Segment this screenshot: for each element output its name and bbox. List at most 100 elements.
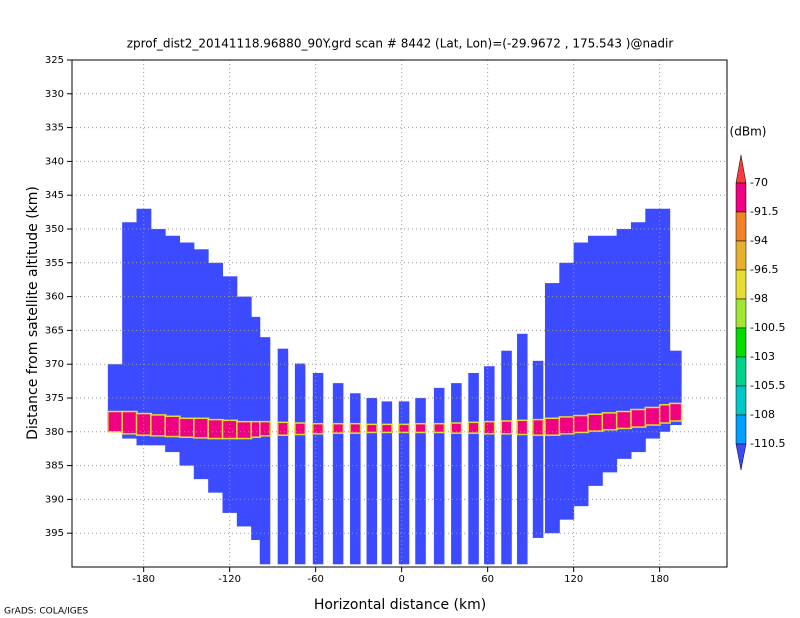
y-tick-label: 345 [45, 190, 64, 201]
echo-column [222, 276, 238, 513]
colorbar-label: -103 [750, 350, 775, 363]
surface-echo [558, 416, 575, 435]
echo-column [587, 235, 603, 486]
surface-echo [467, 421, 480, 434]
surface-echo [398, 423, 411, 434]
x-tick-label: 180 [650, 574, 669, 585]
echo-column [484, 366, 495, 565]
echo-column [468, 372, 479, 565]
echo-column [350, 393, 361, 565]
echo-column [208, 262, 223, 493]
echo-column [332, 383, 344, 565]
colorbar-bottom [735, 443, 747, 471]
y-tick-label: 355 [45, 258, 64, 269]
colorbar-label: -108 [750, 408, 775, 421]
echo-column [630, 222, 646, 453]
colorbar-label: -110.5 [750, 437, 785, 450]
echo-column [259, 337, 271, 565]
echo-column [136, 208, 152, 446]
echo-column [659, 208, 671, 432]
surface-echo [221, 419, 239, 440]
surface-echo [414, 422, 427, 434]
surface-echo [207, 418, 224, 440]
x-axis-label: Horizontal distance (km) [314, 597, 486, 613]
plot-frame [71, 59, 728, 568]
echo-column [277, 348, 289, 565]
colorbar-box [735, 298, 747, 329]
y-tick-label: 330 [45, 89, 64, 100]
echo-column [122, 222, 137, 439]
echo-column [532, 360, 544, 538]
surface-echo [587, 413, 604, 432]
surface-echo [380, 423, 393, 434]
echo-column [451, 383, 462, 565]
y-tick-label: 335 [45, 123, 64, 134]
echo-column [107, 364, 123, 426]
surface-echo [121, 410, 138, 435]
surface-echo [178, 417, 196, 438]
colorbar-label: -91.5 [750, 205, 778, 218]
colorbar-top [735, 154, 747, 184]
y-tick-label: 340 [45, 156, 64, 167]
colorbar-label: -98 [750, 292, 768, 305]
surface-echo [450, 422, 463, 434]
y-tick-label: 370 [45, 359, 64, 370]
surface-echo [615, 410, 633, 430]
y-tick-label: 360 [45, 292, 64, 303]
surface-echo [236, 420, 253, 440]
x-tick-label: 120 [564, 574, 583, 585]
colorbar-box [735, 356, 747, 387]
y-tick-label: 375 [45, 393, 64, 404]
echo-column [294, 363, 306, 565]
surface-echo [483, 420, 496, 435]
footer: GrADS: COLA/IGES [4, 607, 88, 617]
surface-echo [312, 422, 325, 435]
surface-echo [332, 422, 345, 434]
echo-column [616, 229, 632, 459]
echo-column [381, 401, 393, 565]
surface-echo [107, 410, 124, 433]
echo-column [366, 398, 378, 565]
colorbar-box [735, 182, 747, 213]
y-axis-label: Distance from satellite altitude (km) [25, 186, 41, 440]
surface-echo [630, 408, 647, 428]
echo-column [179, 242, 195, 466]
echo-column [544, 283, 560, 534]
colorbar-box [735, 211, 747, 242]
x-tick-label: -60 [307, 574, 323, 585]
chart-title: zprof_dist2_20141118.96880_90Y.grd scan … [127, 37, 674, 51]
y-tick-label: 350 [45, 224, 64, 235]
colorbar-box [735, 414, 747, 445]
surface-echo [433, 422, 446, 434]
echo-column [415, 398, 426, 565]
surface-echo [644, 406, 661, 426]
x-tick-label: 0 [398, 574, 404, 585]
surface-echo [164, 415, 181, 438]
colorbar-box [735, 269, 747, 300]
surface-echo [150, 414, 167, 437]
echo-column [517, 333, 528, 565]
surface-echo [658, 404, 671, 424]
echo-column [312, 372, 324, 565]
x-tick-label: -180 [132, 574, 155, 585]
colorbar-label: -100.5 [750, 321, 785, 334]
surface-echo [601, 412, 618, 431]
y-tick-label: 390 [45, 494, 64, 505]
colorbar-label: -94 [750, 234, 768, 247]
surface-echo [276, 421, 289, 436]
y-tick-label: 365 [45, 325, 64, 336]
y-tick-label: 380 [45, 427, 64, 438]
echo-column [501, 350, 512, 565]
y-tick-label: 385 [45, 461, 64, 472]
colorbar-unit: (dBm) [730, 125, 767, 139]
surface-echo [668, 402, 683, 422]
surface-echo [349, 422, 362, 434]
surface-echo [250, 420, 262, 438]
surface-echo [516, 419, 529, 436]
surface-echo [259, 420, 272, 437]
x-tick-label: -120 [218, 574, 241, 585]
echo-column [669, 350, 682, 426]
echo-column [236, 296, 252, 527]
echo-column [433, 387, 445, 565]
